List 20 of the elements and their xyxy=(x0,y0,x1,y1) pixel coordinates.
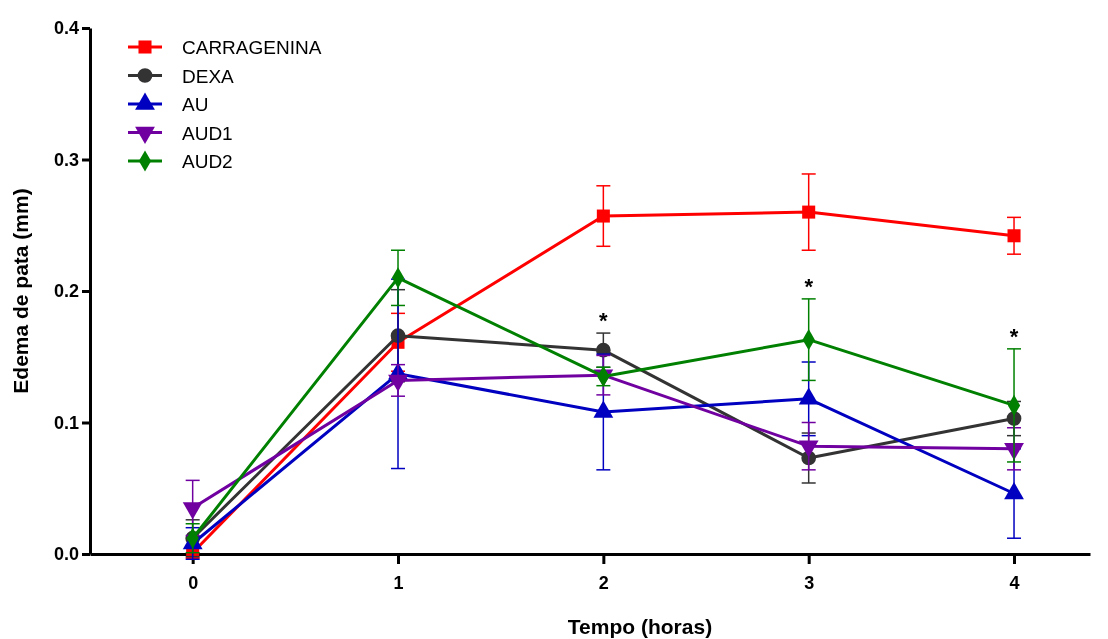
legend-label: CARRAGENINA xyxy=(182,37,322,58)
y-axis-title: Edema de pata (mm) xyxy=(9,188,32,394)
x-tick-label: 0 xyxy=(188,572,199,593)
x-tick-label: 1 xyxy=(393,572,404,593)
x-axis-title: Tempo (horas) xyxy=(567,615,713,638)
y-tick-label: 0.3 xyxy=(53,149,79,170)
y-tick-label: 0.1 xyxy=(53,412,79,433)
x-tick-label: 4 xyxy=(1009,572,1020,593)
legend-label: AUD2 xyxy=(182,151,233,172)
y-tick-label: 0.2 xyxy=(53,281,79,302)
y-tick-label: 0.0 xyxy=(53,544,79,565)
annotation: * xyxy=(1009,323,1019,349)
x-tick-label: 3 xyxy=(804,572,815,593)
legend-label: DEXA xyxy=(182,65,235,87)
x-tick-label: 2 xyxy=(598,572,609,593)
annotation: * xyxy=(804,273,814,299)
y-tick-label: 0.4 xyxy=(53,18,79,39)
annotation: * xyxy=(599,308,609,334)
legend-label: AUD1 xyxy=(182,122,233,144)
legend-label: AU xyxy=(182,94,209,115)
